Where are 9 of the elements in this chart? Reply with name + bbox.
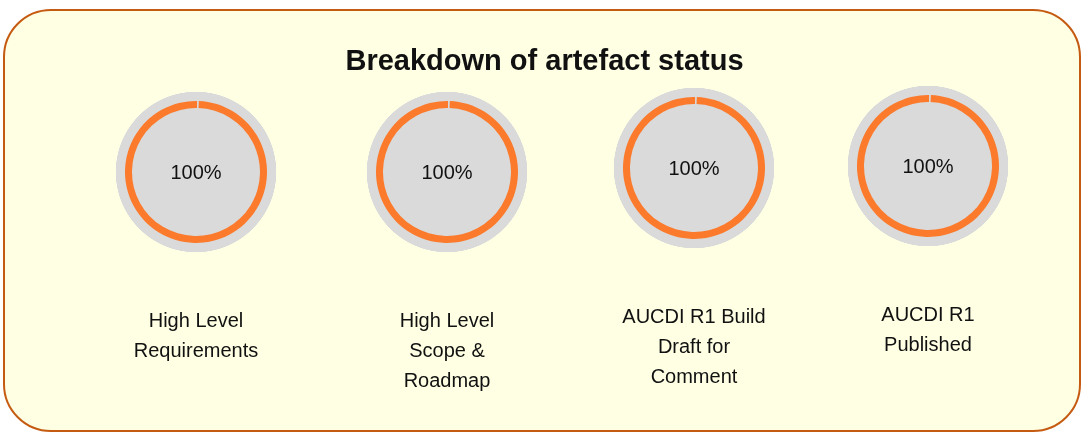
data-label: 100%	[668, 157, 720, 179]
data-label: 100%	[170, 161, 222, 183]
text: AUCDI R1 Build Draft for Comment	[621, 304, 767, 389]
data-label: 100%	[902, 155, 954, 177]
text: High Level Scope & Roadmap	[398, 308, 496, 393]
data-label: 100%	[421, 161, 473, 183]
text: High Level Requirements	[132, 308, 260, 363]
text: Breakdown of artefact status	[344, 44, 745, 77]
text: AUCDI R1 Published	[880, 302, 976, 357]
